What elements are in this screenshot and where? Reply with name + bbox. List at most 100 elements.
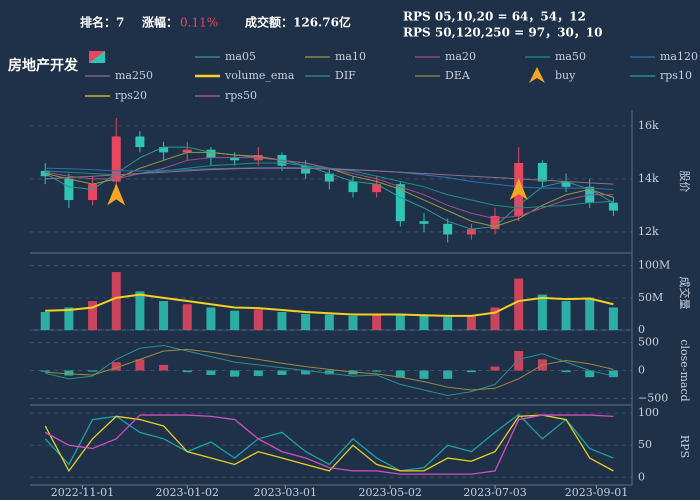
macd-bar [561, 370, 571, 373]
volume-bar [230, 310, 240, 330]
y-tick-label: 0 [638, 364, 645, 377]
candle-body [230, 157, 240, 161]
candle-body [561, 181, 571, 187]
volume-line [45, 293, 614, 317]
legend-label: DIF [335, 69, 356, 82]
volume-bar [537, 294, 547, 330]
y-tick-label: 0 [638, 470, 645, 483]
macd-bar [372, 370, 382, 372]
y-tick-label: 100 [638, 406, 659, 419]
rps-short: RPS 05,10,20 = 64，54，12 [403, 10, 586, 24]
y-tick-label: 12k [638, 225, 659, 238]
macd-bar [395, 370, 405, 378]
change-label: 涨幅： [142, 15, 178, 30]
y-tick-label: 50 [638, 438, 652, 451]
volume-bar [348, 315, 358, 330]
y-tick-label: 50M [638, 291, 663, 304]
rps-long: RPS 50,120,250 = 97，30，10 [403, 26, 603, 40]
volume-bar [419, 315, 429, 330]
macd-bar [514, 351, 524, 371]
macd-bar [466, 370, 476, 373]
change-value: 0.11% [180, 16, 218, 30]
candle-body [395, 184, 405, 222]
rank: 排名：7 [80, 15, 124, 30]
macd-bar [277, 370, 287, 375]
volume-bar [206, 307, 216, 330]
y-tick-label: −500 [638, 391, 668, 404]
macd-bar [135, 359, 145, 371]
volume-bar [88, 301, 98, 330]
x-tick-label: 2023-09-01 [565, 486, 628, 499]
candle-body [537, 162, 547, 182]
x-tick-label: 2022-11-01 [51, 486, 114, 499]
buy-marker [509, 178, 528, 201]
x-tick-label: 2023-07-03 [463, 486, 526, 499]
candle-body [466, 229, 476, 235]
candle-body [348, 181, 358, 193]
volume-bar [443, 317, 453, 330]
volume-bar [372, 313, 382, 330]
candle-body [135, 136, 145, 148]
volume-bar [585, 297, 595, 330]
y-tick-label: 0 [638, 323, 645, 336]
legend-label: ma120 [660, 50, 698, 63]
macd-bar [111, 362, 121, 371]
chart-title: 房地产开发 [8, 57, 79, 74]
candle-body [88, 184, 98, 201]
legend-label: ma05 [225, 50, 256, 63]
volume-bar [395, 314, 405, 330]
y-axis-label: close-macd [678, 339, 691, 401]
volume-bar [159, 301, 169, 330]
macd-line [45, 348, 614, 391]
volume-bar [277, 311, 287, 330]
y-tick-label: 500 [638, 336, 659, 349]
macd-bar [64, 370, 74, 376]
volume-bar [514, 278, 524, 330]
ma-line [44, 146, 614, 230]
legend-label: buy [555, 69, 576, 82]
macd-bar [159, 364, 169, 371]
volume-bar [490, 307, 500, 330]
rps-line [44, 413, 614, 472]
legend-label: rps10 [660, 69, 692, 82]
macd-line [45, 344, 614, 397]
volume-bar [40, 311, 50, 330]
candle-body [443, 223, 453, 235]
rps-line [44, 414, 614, 475]
y-tick-label: 100M [638, 259, 670, 272]
volume-bar [135, 291, 145, 330]
candle-body [111, 136, 121, 182]
candle-body [372, 184, 382, 193]
turnover: 成交额：126.76亿 [245, 15, 351, 30]
candle-body [64, 178, 74, 201]
x-tick-label: 2023-05-02 [358, 486, 421, 499]
y-axis-label: RPS [678, 435, 691, 458]
legend-swatch [529, 67, 545, 83]
legend-label: ma250 [115, 69, 153, 82]
macd-bar [608, 370, 618, 378]
macd-bar [324, 370, 334, 375]
volume-bar [301, 313, 311, 330]
legend-label: ma20 [445, 50, 476, 63]
candle-body [490, 215, 500, 230]
legend-label: rps20 [115, 89, 147, 102]
volume-bar [561, 301, 571, 330]
x-tick-label: 2023-03-01 [254, 486, 317, 499]
volume-bar [608, 307, 618, 330]
x-tick-label: 2023-01-02 [156, 486, 219, 499]
candle-body [206, 149, 216, 158]
macd-bar [206, 370, 216, 375]
candle-body [608, 202, 618, 211]
macd-bar [88, 370, 98, 372]
macd-bar [419, 370, 429, 379]
rps-line [44, 414, 614, 473]
candle-body [182, 149, 192, 153]
candle-body [301, 165, 311, 174]
macd-bar [253, 370, 263, 377]
buy-marker [107, 183, 126, 206]
legend-label: volume_ema [224, 69, 295, 82]
legend-label: DEA [445, 69, 471, 82]
y-tick-label: 16k [638, 119, 659, 132]
volume-bar [324, 314, 334, 330]
